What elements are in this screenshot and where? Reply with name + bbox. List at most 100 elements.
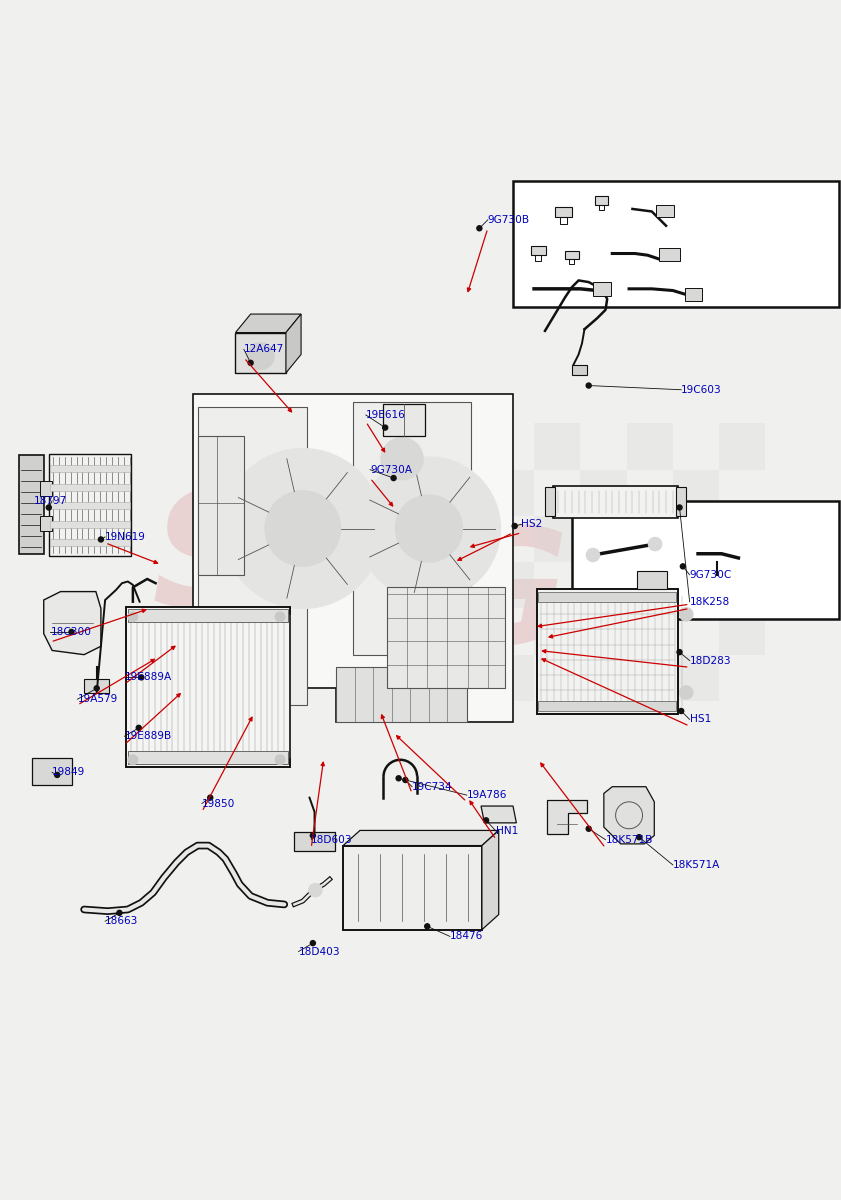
Circle shape <box>55 773 60 778</box>
Text: 18D283: 18D283 <box>690 655 731 666</box>
Circle shape <box>586 548 600 562</box>
Text: 19A579: 19A579 <box>77 695 118 704</box>
Bar <box>40 516 52 532</box>
Bar <box>126 607 290 767</box>
Text: 18K258: 18K258 <box>690 596 730 607</box>
Polygon shape <box>44 592 101 655</box>
Text: 19849: 19849 <box>52 768 86 778</box>
Bar <box>555 206 572 217</box>
Circle shape <box>247 343 274 370</box>
Text: 19N619: 19N619 <box>105 532 146 542</box>
Circle shape <box>680 607 693 622</box>
Bar <box>513 181 839 307</box>
Bar <box>50 484 130 491</box>
Circle shape <box>637 835 642 840</box>
Bar <box>32 758 72 785</box>
Text: 19E889A: 19E889A <box>124 672 172 683</box>
Bar <box>84 679 109 692</box>
Bar <box>531 246 546 256</box>
Text: HS1: HS1 <box>690 714 711 725</box>
Text: 9G730C: 9G730C <box>690 570 732 580</box>
Bar <box>336 667 467 722</box>
Bar <box>593 282 611 295</box>
Circle shape <box>117 911 122 916</box>
Bar <box>572 500 839 618</box>
Circle shape <box>677 505 682 510</box>
Circle shape <box>248 360 253 365</box>
Polygon shape <box>482 830 499 930</box>
Circle shape <box>484 818 489 823</box>
Bar <box>627 516 673 562</box>
Circle shape <box>136 725 141 731</box>
Text: SC: SC <box>151 485 383 640</box>
Text: 12A647: 12A647 <box>244 344 284 354</box>
Bar <box>534 608 580 655</box>
Bar <box>656 205 674 216</box>
Circle shape <box>403 778 408 782</box>
Polygon shape <box>286 314 301 373</box>
Circle shape <box>69 630 74 635</box>
Circle shape <box>265 491 341 566</box>
Circle shape <box>677 649 682 655</box>
Circle shape <box>425 924 430 929</box>
Circle shape <box>309 883 322 896</box>
Circle shape <box>94 685 99 691</box>
Bar <box>676 487 686 516</box>
Circle shape <box>680 685 693 700</box>
Text: 19C603: 19C603 <box>681 385 722 395</box>
Bar <box>572 365 587 374</box>
Text: 18C300: 18C300 <box>50 626 92 637</box>
Text: 18D603: 18D603 <box>311 835 352 845</box>
Bar <box>553 486 678 517</box>
Circle shape <box>648 538 662 551</box>
Text: 18663: 18663 <box>105 917 139 926</box>
Text: 18D403: 18D403 <box>299 947 340 956</box>
Text: 18K571B: 18K571B <box>606 835 653 845</box>
Circle shape <box>275 612 285 622</box>
Polygon shape <box>481 806 516 823</box>
Text: HN1: HN1 <box>496 827 518 836</box>
Circle shape <box>310 833 315 838</box>
Circle shape <box>391 475 396 480</box>
Bar <box>673 562 719 608</box>
Bar <box>488 562 534 608</box>
Bar <box>353 402 471 655</box>
Circle shape <box>208 796 213 800</box>
Text: 18K571A: 18K571A <box>673 860 720 870</box>
Bar <box>534 424 580 469</box>
Bar <box>580 562 627 608</box>
Bar <box>580 469 627 516</box>
Circle shape <box>139 674 144 680</box>
Polygon shape <box>235 314 301 332</box>
Bar <box>50 521 130 528</box>
Bar <box>537 589 678 714</box>
Bar <box>534 516 580 562</box>
Polygon shape <box>193 394 513 722</box>
Bar <box>49 454 131 557</box>
Circle shape <box>680 564 685 569</box>
Circle shape <box>98 536 103 542</box>
Circle shape <box>381 438 423 480</box>
Text: 19C734: 19C734 <box>412 781 452 792</box>
Bar <box>198 407 307 706</box>
Bar <box>50 540 130 546</box>
Text: 18797: 18797 <box>34 496 67 505</box>
Circle shape <box>223 449 383 608</box>
Bar <box>40 480 52 496</box>
Bar <box>128 610 288 622</box>
Bar <box>488 655 534 701</box>
Circle shape <box>512 523 517 528</box>
Bar <box>294 832 335 851</box>
Circle shape <box>477 226 482 230</box>
Bar <box>627 424 673 469</box>
Text: 18476: 18476 <box>450 931 484 941</box>
Bar <box>673 469 719 516</box>
Polygon shape <box>604 787 654 844</box>
Circle shape <box>383 425 388 430</box>
Bar <box>565 251 579 259</box>
Text: 9G730A: 9G730A <box>370 464 412 475</box>
Bar <box>719 608 765 655</box>
Text: HS2: HS2 <box>521 520 542 529</box>
Bar <box>235 332 286 373</box>
Text: 19A786: 19A786 <box>467 790 507 800</box>
